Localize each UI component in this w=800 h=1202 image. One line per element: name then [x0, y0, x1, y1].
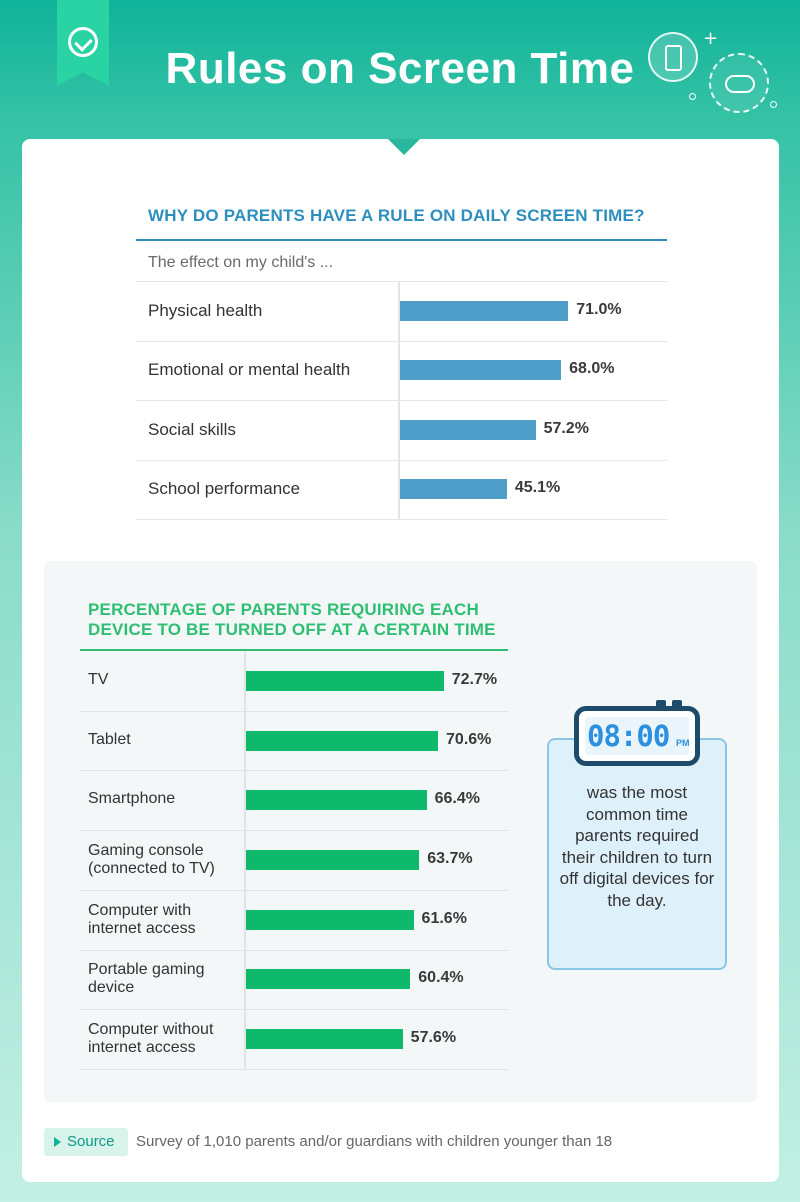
bar — [400, 360, 562, 381]
header: Rules on Screen Time + — [0, 0, 800, 150]
bar — [246, 909, 414, 930]
clock-button-icon — [656, 700, 666, 707]
row-divider — [136, 519, 667, 520]
bar — [400, 419, 536, 440]
data-label: 72.7% — [451, 670, 498, 688]
smartphone-icon — [648, 32, 698, 82]
row-divider — [80, 889, 508, 891]
category-label: Computer without internet access — [88, 1021, 214, 1057]
row-divider — [80, 710, 508, 712]
row-divider — [136, 400, 667, 401]
data-label: 57.6% — [410, 1029, 457, 1047]
chart-axis-line — [244, 651, 246, 1069]
bar — [246, 790, 427, 811]
category-label: Social skills — [148, 419, 236, 439]
row-divider — [136, 281, 667, 282]
digital-clock-icon: 08:00 PM — [574, 706, 700, 766]
card-notch — [388, 139, 420, 155]
data-label: 63.7% — [427, 849, 473, 867]
category-label: Portable gaming device — [88, 961, 205, 997]
page-title: Rules on Screen Time — [165, 44, 635, 93]
chart-title: WHY DO PARENTS HAVE A RULE ON DAILY SCRE… — [148, 206, 645, 225]
category-label: Emotional or mental health — [148, 360, 351, 380]
gamepad-icon — [709, 53, 769, 113]
data-label: 57.2% — [543, 419, 589, 437]
clock-time: 08:00 — [587, 719, 670, 753]
category-label: Tablet — [88, 730, 131, 748]
row-divider — [80, 830, 508, 832]
category-label: TV — [88, 670, 109, 688]
data-label: 70.6% — [446, 730, 492, 748]
row-divider — [80, 1068, 508, 1070]
category-label: Gaming console (connected to TV) — [88, 841, 215, 877]
bar — [246, 1029, 403, 1050]
data-label: 45.1% — [514, 479, 561, 497]
data-label: 60.4% — [418, 969, 464, 987]
clock-period: PM — [676, 738, 690, 748]
data-label: 68.0% — [569, 360, 615, 378]
title-underline — [80, 649, 508, 651]
bar — [400, 479, 507, 500]
bar — [246, 730, 439, 751]
decorative-dot-icon — [689, 93, 696, 100]
category-label: Physical health — [148, 300, 263, 320]
row-divider — [136, 340, 667, 342]
title-underline — [136, 239, 667, 241]
bookmark-ribbon-icon — [57, 0, 109, 86]
source-text: Survey of 1,010 parents and/or guardians… — [136, 1133, 613, 1150]
category-label: Smartphone — [88, 790, 176, 808]
chart-subtitle: The effect on my child's ... — [148, 254, 334, 271]
category-label: School performance — [148, 479, 301, 499]
bar — [246, 849, 420, 870]
bar — [246, 969, 411, 990]
clock-screen: 08:00 PM — [585, 717, 690, 755]
bar — [246, 670, 444, 691]
callout-text: was the most common time parents require… — [559, 783, 715, 910]
row-divider — [80, 1009, 508, 1011]
row-divider — [136, 459, 667, 461]
play-triangle-icon — [54, 1137, 61, 1147]
row-divider — [80, 770, 508, 772]
source-label: Source — [67, 1133, 115, 1150]
data-label: 66.4% — [434, 790, 480, 808]
checkmark-icon — [68, 27, 98, 57]
decorative-dot-icon — [770, 101, 777, 108]
chart-title: PERCENTAGE OF PARENTS REQUIRING EACH DEV… — [88, 600, 496, 639]
plus-sparkle-icon: + — [703, 28, 719, 49]
data-label: 71.0% — [576, 300, 622, 318]
bar — [400, 300, 569, 321]
clock-button-icon — [672, 700, 682, 707]
category-label: Computer with internet access — [88, 901, 196, 937]
callout-box — [547, 738, 727, 970]
row-divider — [80, 949, 508, 951]
data-label: 61.6% — [421, 909, 467, 927]
source-tag: Source — [44, 1128, 128, 1156]
